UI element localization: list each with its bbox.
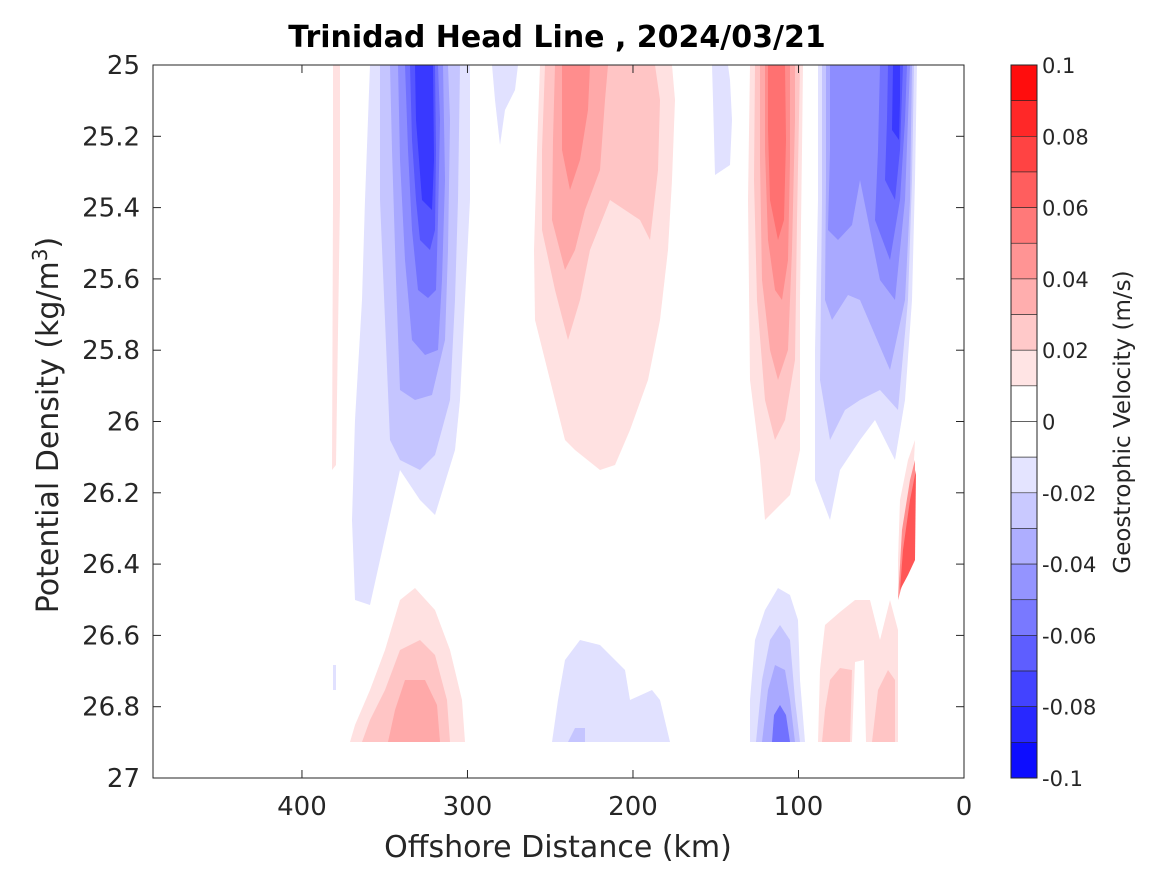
x-tick-label: 300 xyxy=(443,792,493,822)
contour-region-pos-bottom65-l3 xyxy=(872,670,895,742)
x-tick-label: 200 xyxy=(608,792,658,822)
x-axis-label: Offshore Distance (km) xyxy=(384,830,732,865)
colorbar-ticks: 0.1 0.08 0.06 0.04 0.02 0 -0.02 -0.04 -0.06 -0.08… xyxy=(1042,54,1096,791)
chart-title: Trinidad Head Line , 2024/03/21 xyxy=(288,20,825,55)
x-tick-label: 0 xyxy=(956,792,973,822)
colorbar-level xyxy=(1010,599,1038,636)
y-tick-label: 25.6 xyxy=(82,265,140,295)
colorbar-level xyxy=(1010,278,1038,315)
contour-region-pos-bottom-l3 xyxy=(388,680,440,742)
y-axis-label: Potential Density (kg/m3) xyxy=(28,237,66,613)
contour-region-neg-275 xyxy=(492,65,518,145)
x-tick-label: 400 xyxy=(277,792,327,822)
contour-region-pos-235-l4 xyxy=(562,65,590,190)
y-tick-label: 26.8 xyxy=(82,693,140,723)
contour-region-neg-bottom110-l4 xyxy=(772,705,790,742)
y-tick-label: 25.2 xyxy=(82,122,140,152)
colorbar-level xyxy=(1010,742,1038,779)
colorbar-level xyxy=(1010,421,1038,458)
colorbar-level xyxy=(1010,670,1038,707)
y-tick-label: 27 xyxy=(107,764,140,794)
contour-region-neg-325-l7 xyxy=(415,65,434,210)
colorbar-level xyxy=(1010,242,1038,280)
colorbar-level xyxy=(1010,456,1038,494)
colorbar-tick-label: -0.1 xyxy=(1042,767,1083,791)
y-tick-label: 26 xyxy=(107,408,140,438)
colorbar-level xyxy=(1010,100,1038,137)
x-tick-label: 100 xyxy=(774,792,824,822)
colorbar-level xyxy=(1010,492,1038,529)
y-tick-label: 25.4 xyxy=(82,194,140,224)
colorbar-tick-label: 0.1 xyxy=(1042,54,1075,78)
contour-region-pos-bottom65-l2 xyxy=(822,668,852,742)
colorbar-tick-label: 0.06 xyxy=(1042,197,1089,221)
colorbar-tick-label: 0 xyxy=(1042,411,1055,435)
contour-region-neg-150 xyxy=(712,65,732,175)
colorbar-level xyxy=(1010,706,1038,743)
contour-region-pos-32-l3 xyxy=(900,470,916,590)
colorbar-frame xyxy=(1010,64,1038,779)
contour-region-pos-380 xyxy=(332,65,340,470)
y-axis-label-superscript: 3 xyxy=(28,248,52,261)
colorbar-tick-label: 0.04 xyxy=(1042,268,1089,292)
contour-fills xyxy=(332,65,917,742)
y-tick-label: 26.4 xyxy=(82,550,140,580)
contour-region-neg-bottom-l1 xyxy=(552,640,670,742)
colorbar-level xyxy=(1010,635,1038,672)
contour-region-neg-bottom-l2 xyxy=(568,728,585,742)
colorbar-tick-label: -0.08 xyxy=(1042,696,1096,720)
contour-region-neg-380 xyxy=(333,665,336,690)
colorbar-level xyxy=(1010,136,1038,173)
contour-mask-1 xyxy=(852,660,866,742)
y-tick-label: 25.8 xyxy=(82,336,140,366)
colorbar-level xyxy=(1010,385,1038,422)
contour-region-neg-70-l7 xyxy=(892,65,900,140)
colorbar-tick-label: 0.08 xyxy=(1042,125,1089,149)
colorbar-level xyxy=(1010,171,1038,208)
colorbar-level xyxy=(1010,349,1038,387)
y-axis-ticks: 25 25.2 25.4 25.6 25.8 26 26.2 26.4 26.6 26.8 27 xyxy=(82,51,964,794)
colorbar-level xyxy=(1010,64,1038,101)
colorbar-label: Geostrophic Velocity (m/s) xyxy=(1110,270,1136,573)
colorbar-tick-label: -0.02 xyxy=(1042,482,1096,506)
y-tick-label: 26.6 xyxy=(82,621,140,651)
colorbar-tick-label: -0.04 xyxy=(1042,553,1096,577)
colorbar-tick-label: 0.02 xyxy=(1042,339,1089,363)
colorbar-level xyxy=(1010,314,1038,351)
colorbar-tick-label: -0.06 xyxy=(1042,624,1096,648)
y-axis-label-close: ) xyxy=(31,237,66,249)
colorbar-level xyxy=(1010,528,1038,565)
colorbar xyxy=(1010,64,1038,779)
y-tick-label: 26.2 xyxy=(82,479,140,509)
colorbar-level xyxy=(1010,207,1038,244)
y-tick-label: 25 xyxy=(107,51,140,81)
x-axis-ticks: 400 300 200 100 0 xyxy=(277,65,972,822)
colorbar-level xyxy=(1010,563,1038,601)
contour-region-pos-115-l5 xyxy=(768,65,786,240)
